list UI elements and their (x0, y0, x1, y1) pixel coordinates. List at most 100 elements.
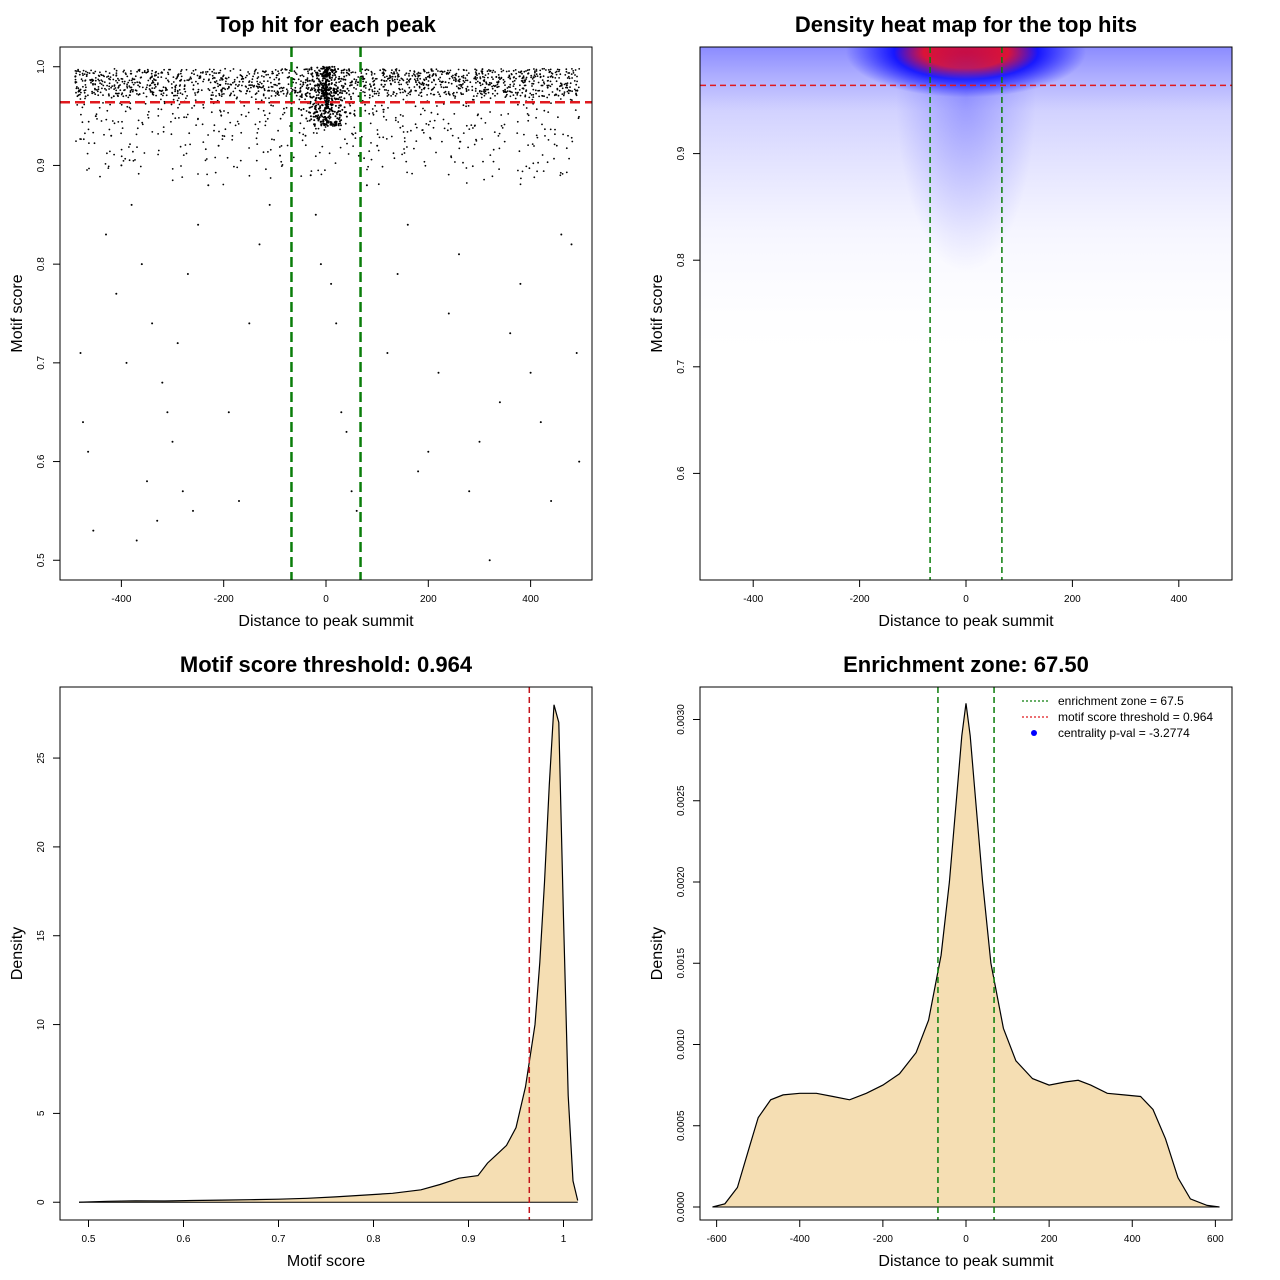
data-point (93, 142, 96, 145)
data-point (184, 90, 187, 93)
data-point (179, 84, 182, 86)
data-point (334, 68, 336, 71)
data-point (146, 71, 149, 74)
data-point (154, 85, 157, 88)
data-point (318, 91, 321, 94)
data-point (405, 160, 408, 163)
data-point (538, 89, 541, 92)
data-point (382, 74, 385, 77)
data-point (403, 137, 406, 139)
data-point (390, 71, 393, 74)
data-point (576, 75, 578, 78)
data-point (130, 88, 133, 91)
data-point (220, 91, 223, 93)
data-point (394, 119, 397, 122)
data-point (81, 121, 84, 124)
data-point (77, 70, 80, 72)
data-point (520, 177, 522, 180)
data-point (504, 88, 506, 91)
data-point (436, 113, 439, 116)
data-point (481, 72, 484, 75)
data-point (157, 153, 160, 156)
density-curve (712, 703, 1220, 1208)
data-point (270, 81, 272, 84)
data-point (385, 138, 388, 140)
data-point (393, 78, 396, 81)
data-point (348, 69, 351, 72)
data-point (546, 161, 549, 164)
data-point (554, 133, 556, 136)
data-point (417, 470, 420, 473)
data-point (76, 86, 78, 88)
data-point (138, 70, 141, 72)
data-point (282, 113, 284, 116)
data-point (117, 121, 120, 123)
data-point (423, 70, 426, 73)
data-point (158, 89, 161, 92)
y-tick-label: 0.0010 (676, 1029, 687, 1060)
data-point (526, 113, 529, 115)
data-point (113, 88, 115, 90)
data-point (539, 69, 542, 72)
data-point (497, 135, 500, 137)
data-point (131, 90, 134, 93)
data-point (116, 81, 119, 84)
data-point (498, 147, 501, 150)
data-point (530, 76, 532, 79)
data-point (239, 74, 242, 76)
data-point (327, 111, 330, 114)
data-point (282, 92, 285, 95)
data-point (280, 69, 283, 72)
y-tick-label: 25 (36, 752, 47, 764)
data-point (373, 73, 376, 75)
data-point (307, 86, 310, 89)
data-point (444, 86, 447, 88)
data-point (566, 90, 569, 93)
data-point (107, 93, 110, 96)
data-point (425, 123, 428, 125)
data-point (302, 75, 305, 78)
data-point (457, 75, 460, 78)
data-point (390, 76, 392, 78)
data-point (188, 78, 191, 80)
data-point (461, 84, 463, 86)
data-point (509, 83, 512, 86)
data-point (275, 92, 277, 94)
data-point (353, 113, 356, 116)
data-point (271, 90, 273, 92)
data-point (331, 69, 334, 71)
data-point (84, 95, 87, 98)
data-point (532, 93, 535, 96)
data-point (497, 74, 500, 76)
data-point (324, 117, 327, 120)
data-point (387, 107, 389, 109)
data-point (320, 123, 323, 126)
data-point (382, 108, 385, 111)
data-point (534, 89, 537, 92)
data-point (351, 132, 353, 135)
data-point (192, 69, 195, 72)
data-point (430, 69, 433, 72)
data-point (254, 93, 257, 96)
data-point (453, 113, 456, 115)
data-point (574, 74, 576, 76)
data-point (325, 80, 328, 83)
data-point (257, 108, 260, 110)
data-point (549, 70, 552, 73)
data-point (565, 171, 568, 174)
data-point (399, 88, 401, 91)
data-point (437, 371, 440, 374)
data-point (355, 79, 358, 81)
data-point (516, 94, 519, 96)
data-point (257, 76, 260, 78)
data-point (121, 80, 124, 83)
data-point (370, 74, 373, 76)
data-point (555, 70, 558, 73)
data-point (132, 150, 134, 153)
data-point (514, 91, 517, 94)
data-point (452, 93, 454, 95)
data-point (371, 108, 374, 110)
data-point (327, 99, 330, 102)
data-point (298, 131, 301, 134)
data-point (83, 103, 86, 106)
